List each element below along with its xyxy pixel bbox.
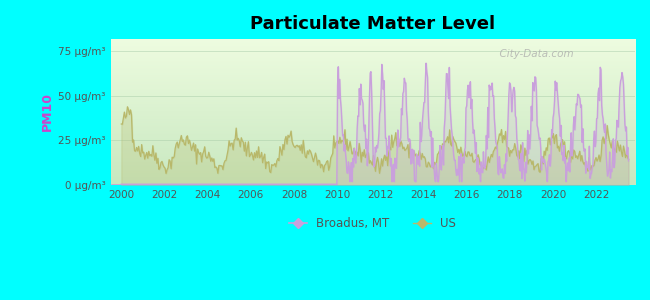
Y-axis label: PM10: PM10 xyxy=(41,92,54,131)
Legend: Broadus, MT, US: Broadus, MT, US xyxy=(285,212,461,235)
Text: City-Data.com: City-Data.com xyxy=(493,49,574,59)
Title: Particulate Matter Level: Particulate Matter Level xyxy=(250,15,495,33)
